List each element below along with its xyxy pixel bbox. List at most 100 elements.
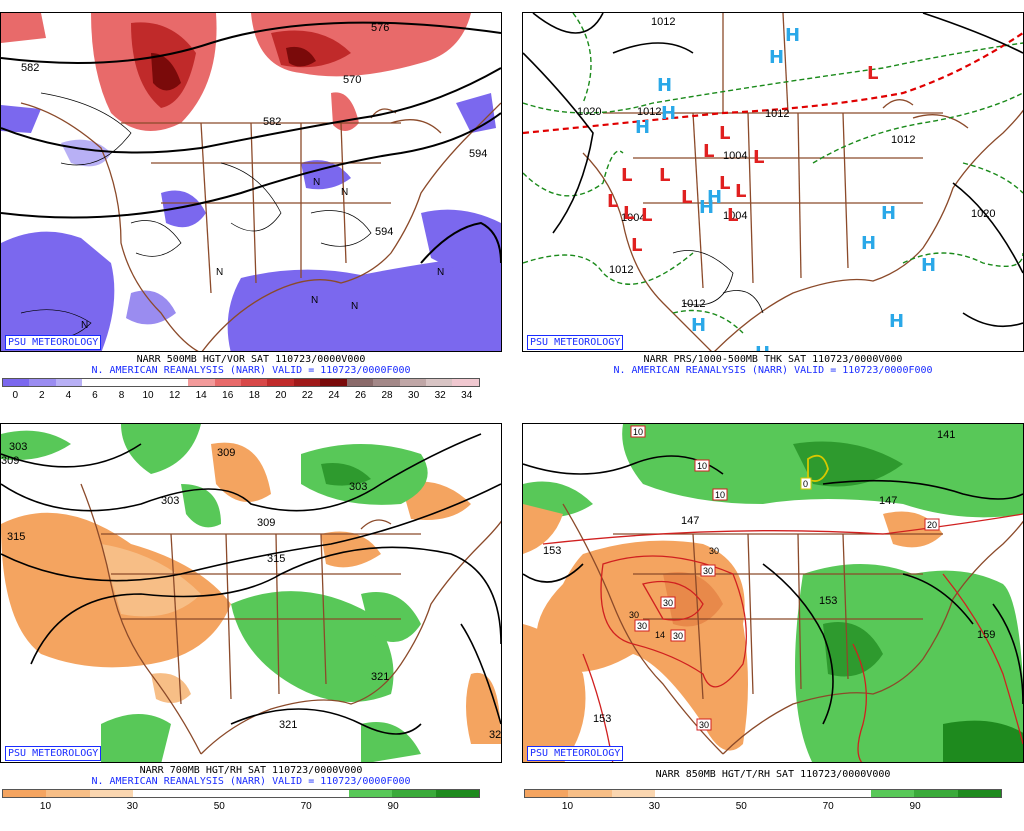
isobar-label: 1020: [577, 106, 601, 118]
high-pressure-mark: H: [785, 25, 800, 46]
vorticity-legend: 0 2 4 6 8 10 12 14 16 18 20 22 24 26 28 30 32 34: [2, 378, 480, 408]
map-500mb: 582 570 582 594 594 576 N N N N N N N PS…: [0, 12, 502, 352]
panel-valid-line: N. AMERICAN REANALYSIS (NARR) VALID = 11…: [91, 365, 411, 376]
legend-tick-label: 6: [92, 390, 98, 401]
vort-min-mark: N: [351, 301, 358, 312]
vort-min-mark: N: [216, 267, 223, 278]
legend-swatch: [3, 379, 30, 386]
height-label: 303: [349, 481, 367, 493]
isobar-label: 1004: [723, 210, 747, 222]
legend-tick-label: 70: [300, 801, 312, 812]
legend-swatch: [3, 790, 47, 797]
legend-swatch: [373, 379, 400, 386]
low-pressure-mark: L: [719, 173, 730, 194]
temp-box-label: 30: [700, 564, 716, 577]
legend-swatch: [240, 379, 268, 386]
high-pressure-mark: H: [657, 75, 672, 96]
legend-swatch: [741, 790, 785, 797]
panel-500mb-vorticity: 582 570 582 594 594 576 N N N N N N N PS…: [0, 12, 502, 420]
temp-box-label: 10: [630, 425, 646, 438]
legend-swatch: [698, 790, 742, 797]
low-pressure-mark: L: [623, 203, 634, 224]
low-pressure-mark: L: [631, 235, 642, 256]
height-label: 147: [879, 495, 897, 507]
height-label: 570: [343, 74, 361, 86]
temp-box-label: 10: [694, 459, 710, 472]
height-label: 309: [1, 455, 19, 467]
height-label: 321: [279, 719, 297, 731]
map-mslp: 1012 1020 1012 1012 1012 1004 1020 1012 …: [522, 12, 1024, 352]
legend-swatch: [89, 790, 133, 797]
height-label: 147: [681, 515, 699, 527]
height-label: 309: [257, 517, 275, 529]
legend-swatch: [426, 379, 453, 386]
high-pressure-mark: H: [635, 117, 650, 138]
legend-tick-label: 24: [328, 390, 340, 401]
rh-legend: 10 30 50 70 90: [2, 789, 480, 819]
low-pressure-mark: L: [641, 205, 652, 226]
isobar-label: 1012: [651, 16, 675, 28]
vort-min-mark: N: [437, 267, 444, 278]
legend-swatch: [135, 379, 162, 386]
panel-valid-line: N. AMERICAN REANALYSIS (NARR) VALID = 11…: [91, 776, 411, 787]
legend-swatch: [262, 790, 306, 797]
legend-tick-label: 0: [12, 390, 19, 401]
panel-title: NARR 700MB HGT/RH SAT 110723/0000V000: [139, 765, 363, 776]
height-label: 141: [937, 429, 955, 441]
legend-swatch: [82, 379, 109, 386]
low-pressure-mark: L: [607, 191, 618, 212]
temp-label: 30: [629, 610, 639, 620]
rh-legend: 10 30 50 70 90: [524, 789, 1002, 819]
temp-box-label: 0: [800, 477, 812, 490]
svg-text:10: 10: [697, 461, 707, 471]
height-label: 303: [161, 495, 179, 507]
psu-badge: PSU METEOROLOGY: [527, 335, 624, 350]
svg-text:30: 30: [663, 598, 673, 608]
legend-swatch: [346, 379, 374, 386]
height-label: 303: [9, 441, 27, 453]
legend-swatch: [349, 790, 393, 797]
height-label: 32: [489, 729, 501, 741]
legend-tick-label: 26: [354, 390, 367, 401]
height-label: 594: [469, 148, 487, 160]
height-label: 153: [543, 545, 561, 557]
legend-labels: 10 30 50 70 90: [524, 798, 1002, 812]
panel-title: NARR 850MB HGT/T/RH SAT 110723/0000V000: [655, 769, 891, 780]
low-pressure-mark: L: [621, 165, 632, 186]
map-850mb: 153 147 147 141 153 153 159 10 10 10 0 2…: [522, 423, 1024, 763]
legend-swatch: [525, 790, 569, 797]
legend-tick-label: 90: [387, 801, 399, 812]
legend-tick-label: 10: [39, 801, 52, 812]
isobar-label: 1012: [891, 134, 915, 146]
panel-700mb-rh: 303 309 309 303 303 309 315 315 321 321 …: [0, 423, 502, 831]
legend-tick-label: 10: [561, 801, 574, 812]
legend-swatch: [214, 379, 241, 386]
legend-tick-label: 8: [118, 390, 125, 401]
panel-valid-line: N. AMERICAN REANALYSIS (NARR) VALID = 11…: [613, 365, 933, 376]
svg-text:10: 10: [715, 490, 725, 500]
legend-labels: 0 2 4 6 8 10 12 14 16 18 20 22 24 26 28 30 32 34: [2, 387, 480, 401]
height-label: 153: [819, 595, 837, 607]
legend-tick-label: 30: [408, 390, 420, 401]
legend-tick-label: 70: [822, 801, 834, 812]
legend-swatch: [267, 379, 294, 386]
low-pressure-mark: L: [719, 123, 730, 144]
svg-text:30: 30: [699, 720, 709, 730]
panel-850mb-temp-rh: 153 147 147 141 153 153 159 10 10 10 0 2…: [522, 423, 1024, 831]
temp-box-label: 10: [712, 488, 728, 501]
temp-box-label: 20: [924, 518, 940, 531]
legend-tick-label: 14: [195, 390, 207, 401]
legend-tick-label: 30: [126, 801, 138, 812]
legend-tick-label: 20: [275, 390, 287, 401]
temp-box-label: 30: [660, 596, 676, 609]
low-pressure-mark: L: [659, 165, 670, 186]
temp-box-label: 30: [670, 629, 686, 642]
legend-swatch: [392, 790, 436, 797]
psu-badge: PSU METEOROLOGY: [527, 746, 624, 761]
legend-swatch: [219, 790, 263, 797]
legend-swatch: [654, 790, 699, 797]
low-pressure-mark: L: [753, 147, 764, 168]
legend-tick-label: 50: [735, 801, 747, 812]
psu-badge: PSU METEOROLOGY: [5, 335, 102, 350]
high-pressure-mark: H: [699, 197, 714, 218]
